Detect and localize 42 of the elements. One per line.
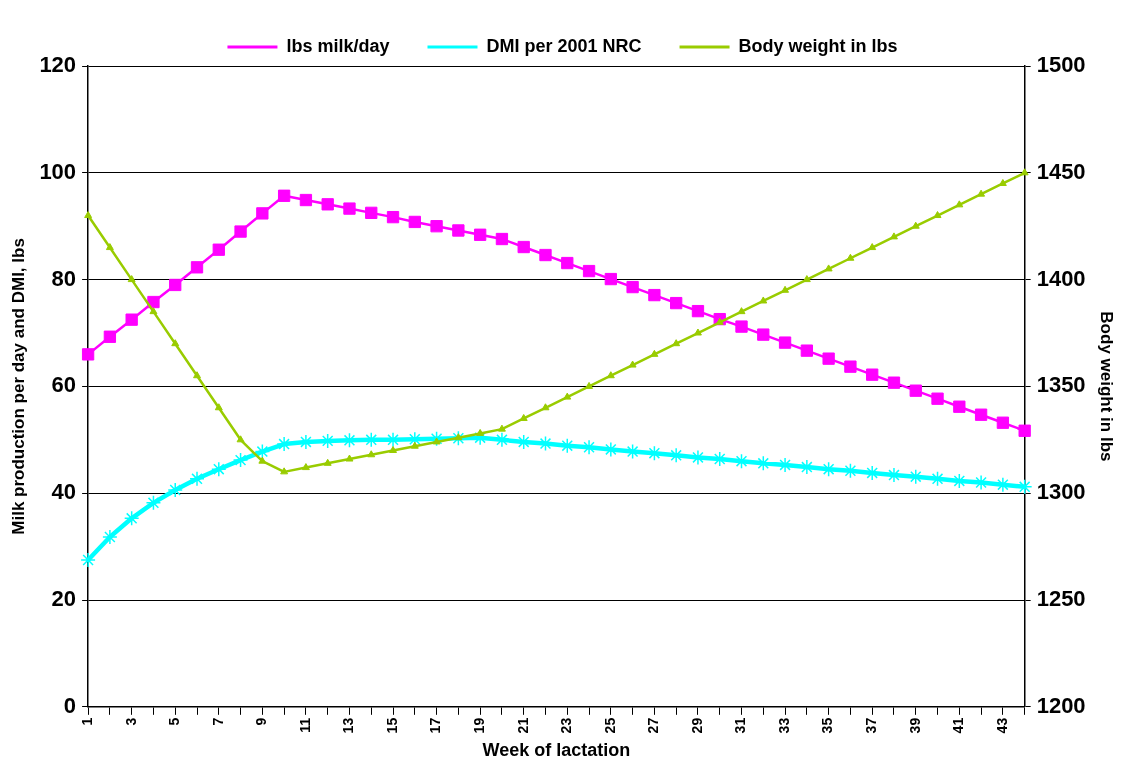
- x-tick-label: 29: [688, 717, 705, 734]
- x-tick-label: 15: [383, 717, 400, 734]
- y2-tick-label: 1400: [1036, 265, 1086, 291]
- y2-tick-label: 1200: [1036, 692, 1086, 718]
- y-tick-label: 120: [39, 52, 77, 78]
- legend-label: DMI per 2001 NRC: [486, 35, 642, 56]
- y2-tick-label: 1250: [1036, 586, 1086, 612]
- x-tick-label: 23: [558, 717, 575, 734]
- y2-tick-label: 1350: [1036, 372, 1086, 398]
- x-tick-label: 33: [775, 717, 792, 734]
- x-tick-label: 37: [863, 717, 880, 734]
- legend-label: lbs milk/day: [286, 35, 390, 56]
- x-tick-label: 43: [993, 717, 1010, 734]
- x-tick-label: 5: [166, 717, 183, 726]
- x-tick-label: 31: [732, 717, 749, 734]
- y-tick-label: 40: [51, 479, 77, 505]
- y-tick-label: 20: [51, 586, 77, 612]
- x-tick-label: 1: [78, 717, 95, 726]
- x-tick-label: 11: [296, 717, 313, 733]
- x-tick-label: 17: [427, 717, 444, 734]
- x-tick-label: 35: [819, 717, 836, 734]
- legend-label: Body weight in lbs: [738, 35, 898, 56]
- y-tick-label: 60: [51, 372, 77, 398]
- y2-tick-label: 1500: [1036, 52, 1086, 78]
- x-tick-label: 7: [209, 717, 226, 726]
- y2-tick-label: 1300: [1036, 479, 1086, 505]
- y-tick-label: 80: [51, 265, 77, 291]
- x-tick-label: 9: [253, 717, 270, 726]
- x-tick-label: 13: [340, 717, 357, 734]
- y-tick-label: 0: [63, 692, 77, 718]
- y-axis-title: Milk production per day and DMI, lbs: [8, 238, 28, 535]
- x-tick-label: 25: [601, 717, 618, 734]
- y-tick-label: 100: [39, 158, 77, 184]
- x-tick-label: 21: [514, 717, 531, 734]
- x-tick-label: 39: [906, 717, 923, 734]
- x-tick-label: 3: [122, 717, 139, 726]
- x-tick-label: 19: [471, 717, 488, 734]
- x-axis-title: Week of lactation: [482, 740, 631, 761]
- y2-axis-title: Body weight in lbs: [1097, 311, 1117, 462]
- x-tick-label: 27: [645, 717, 662, 734]
- x-tick-label: 41: [950, 717, 967, 734]
- y2-tick-label: 1450: [1036, 158, 1086, 184]
